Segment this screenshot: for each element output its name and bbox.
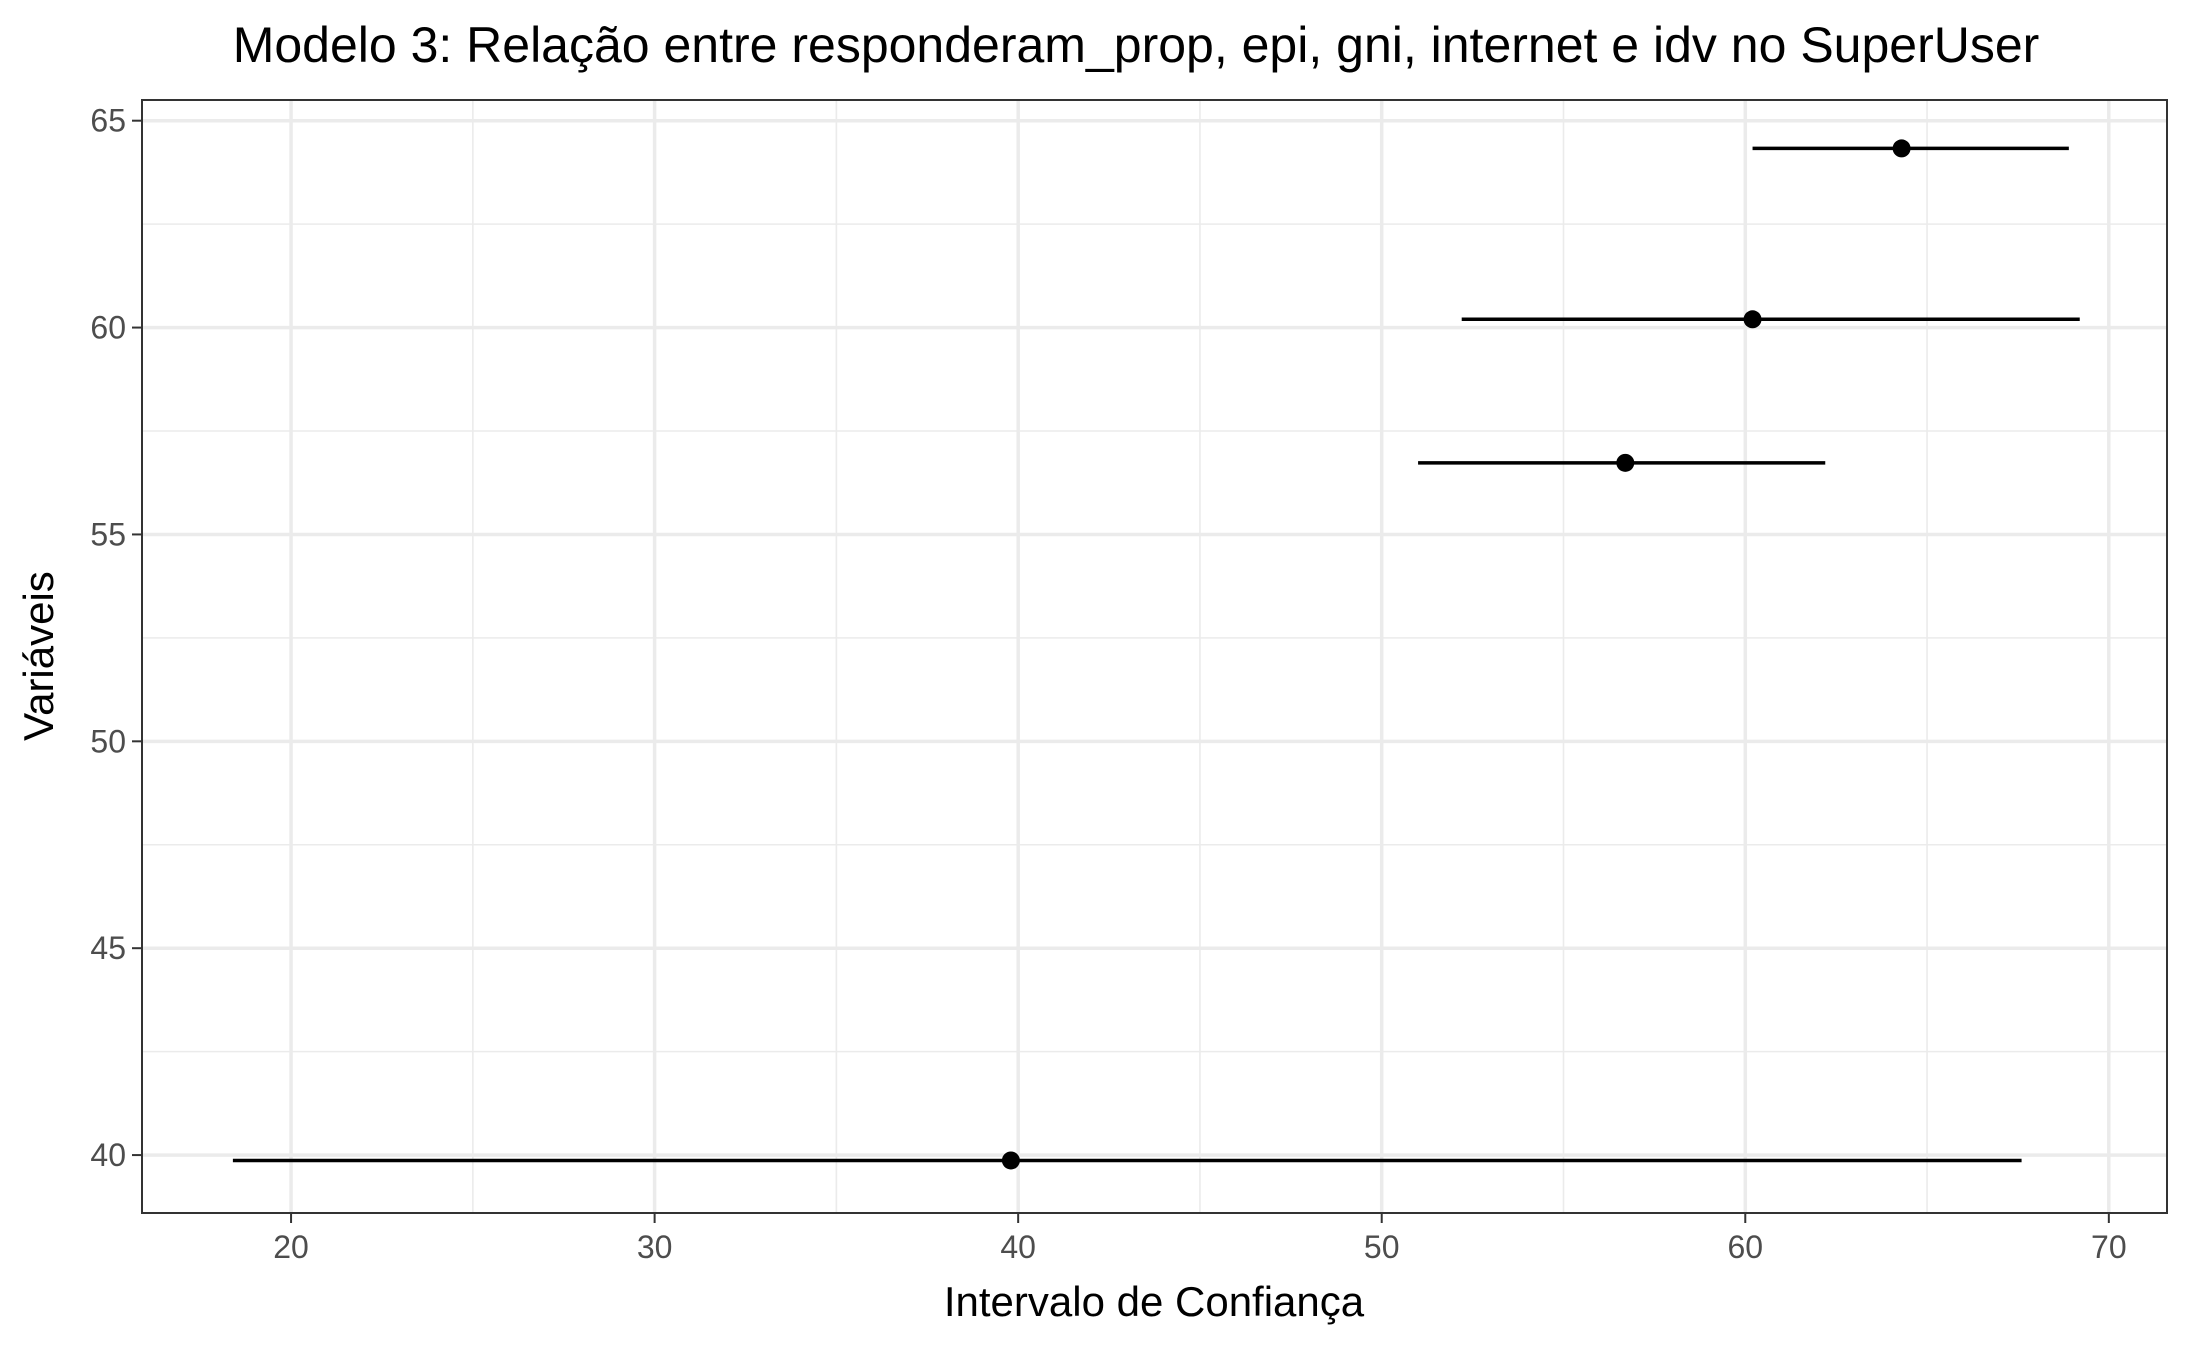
- estimate-point: [1616, 453, 1635, 472]
- y-axis-title: Variáveis: [15, 571, 62, 741]
- x-tick-label: 20: [273, 1229, 309, 1265]
- x-axis-title: Intervalo de Confiança: [944, 1278, 1365, 1325]
- y-tick-label: 50: [90, 723, 126, 759]
- x-tick-label: 60: [1727, 1229, 1763, 1265]
- y-tick-label: 60: [90, 310, 126, 346]
- x-tick-label: 50: [1364, 1229, 1400, 1265]
- estimate-point: [1892, 139, 1911, 158]
- x-tick-label: 40: [1000, 1229, 1036, 1265]
- y-tick-label: 40: [90, 1137, 126, 1173]
- chart-title: Modelo 3: Relação entre responderam_prop…: [233, 17, 2040, 73]
- y-tick-label: 65: [90, 103, 126, 139]
- y-tick-label: 45: [90, 930, 126, 966]
- estimate-point: [1743, 310, 1762, 329]
- grid: [142, 100, 2167, 1213]
- y-tick-label: 55: [90, 516, 126, 552]
- estimate-point: [1001, 1151, 1020, 1170]
- x-tick-label: 30: [637, 1229, 673, 1265]
- data-points: [232, 139, 2080, 1170]
- panel-border: [141, 99, 2168, 1214]
- axes: 20 30 40 50 60 70 40 45 50 55 60 65: [90, 103, 2126, 1265]
- x-tick-label: 70: [2091, 1229, 2127, 1265]
